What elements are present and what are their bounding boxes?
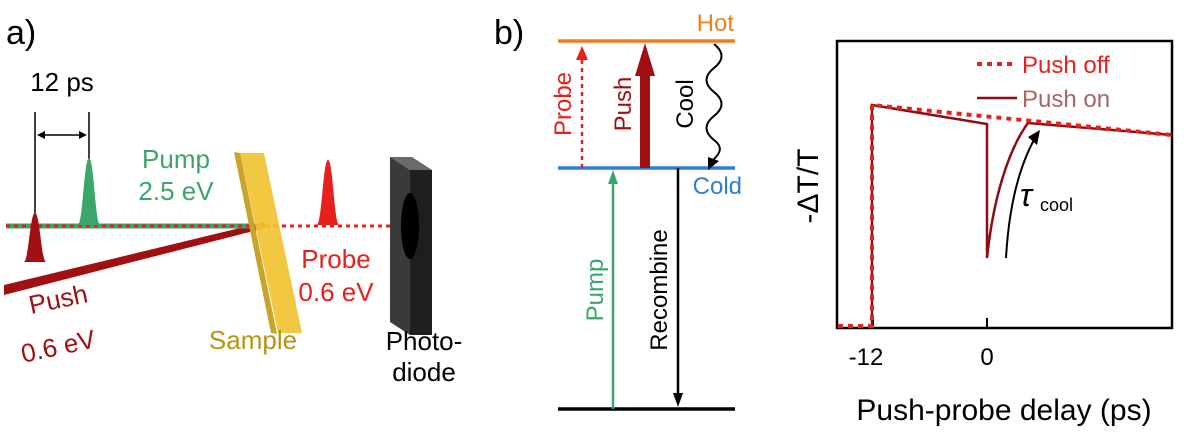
detector-label-line1: Photo- [386, 326, 463, 356]
cold-label: Cold [693, 173, 742, 200]
x-tick-label-0: 0 [980, 344, 993, 371]
panel-b: b) Hot Cold Probe Push Cool Pump Recombi… [494, 10, 742, 411]
photodiode-top [390, 157, 432, 170]
legend-push-on-label: Push on [1022, 86, 1110, 113]
pump-label: Pump [142, 144, 210, 174]
push-beam [4, 222, 265, 295]
pump-level-arrowhead [608, 170, 618, 184]
push-off-curve [838, 102, 1173, 328]
probe-label: Probe [301, 244, 370, 274]
recombine-arrowhead [673, 393, 683, 407]
pump-energy: 2.5 eV [138, 176, 214, 206]
probe-level-label: Probe [550, 72, 577, 136]
tau-symbol: τ [1020, 177, 1034, 213]
detector-label-line2: diode [392, 357, 456, 387]
sample-label: Sample [209, 325, 297, 355]
cool-label: Cool [672, 79, 699, 128]
y-axis-label: -ΔT/T [792, 148, 825, 223]
delay-arrowhead-right [79, 131, 87, 139]
hot-label: Hot [697, 10, 735, 37]
tau-cool-arrow [1005, 137, 1036, 259]
push-energy: 0.6 eV [18, 324, 98, 369]
panel-a: a) 12 ps Sample Photo- diode Pump 2.5 eV… [4, 14, 462, 387]
probe-energy: 0.6 eV [298, 277, 374, 307]
pump-level-label: Pump [582, 259, 609, 322]
tau-subscript: cool [1040, 195, 1073, 215]
push-arrowhead [635, 43, 655, 76]
photodiode-aperture [401, 193, 419, 259]
pump-pulse [78, 158, 100, 225]
cool-arrow [705, 43, 723, 161]
recombine-label: Recombine [646, 229, 673, 350]
sample [240, 153, 302, 333]
panel-a-label: a) [6, 14, 36, 52]
plot-frame [835, 39, 1174, 330]
tau-cool-arrowhead [1028, 130, 1040, 145]
probe-arrowhead [576, 46, 588, 60]
delay-label: 12 ps [30, 67, 94, 97]
panel-b-label: b) [494, 14, 524, 52]
cool-arrowhead [708, 157, 719, 170]
push-on-curve [870, 103, 1173, 326]
push-arrow-shaft [640, 72, 650, 168]
probe-pulse [317, 160, 339, 225]
sample-side [234, 152, 277, 334]
legend-push-off-label: Push off [1022, 52, 1110, 79]
x-axis-label: Push-probe delay (ps) [856, 394, 1151, 427]
push-pulse [24, 213, 46, 262]
push-level-label: Push [610, 77, 637, 132]
delay-arrowhead-left [37, 131, 45, 139]
x-tick-label-minus12: -12 [849, 344, 884, 371]
panel-c: -12 0 Push-probe delay (ps) -ΔT/T τ cool… [792, 39, 1174, 427]
